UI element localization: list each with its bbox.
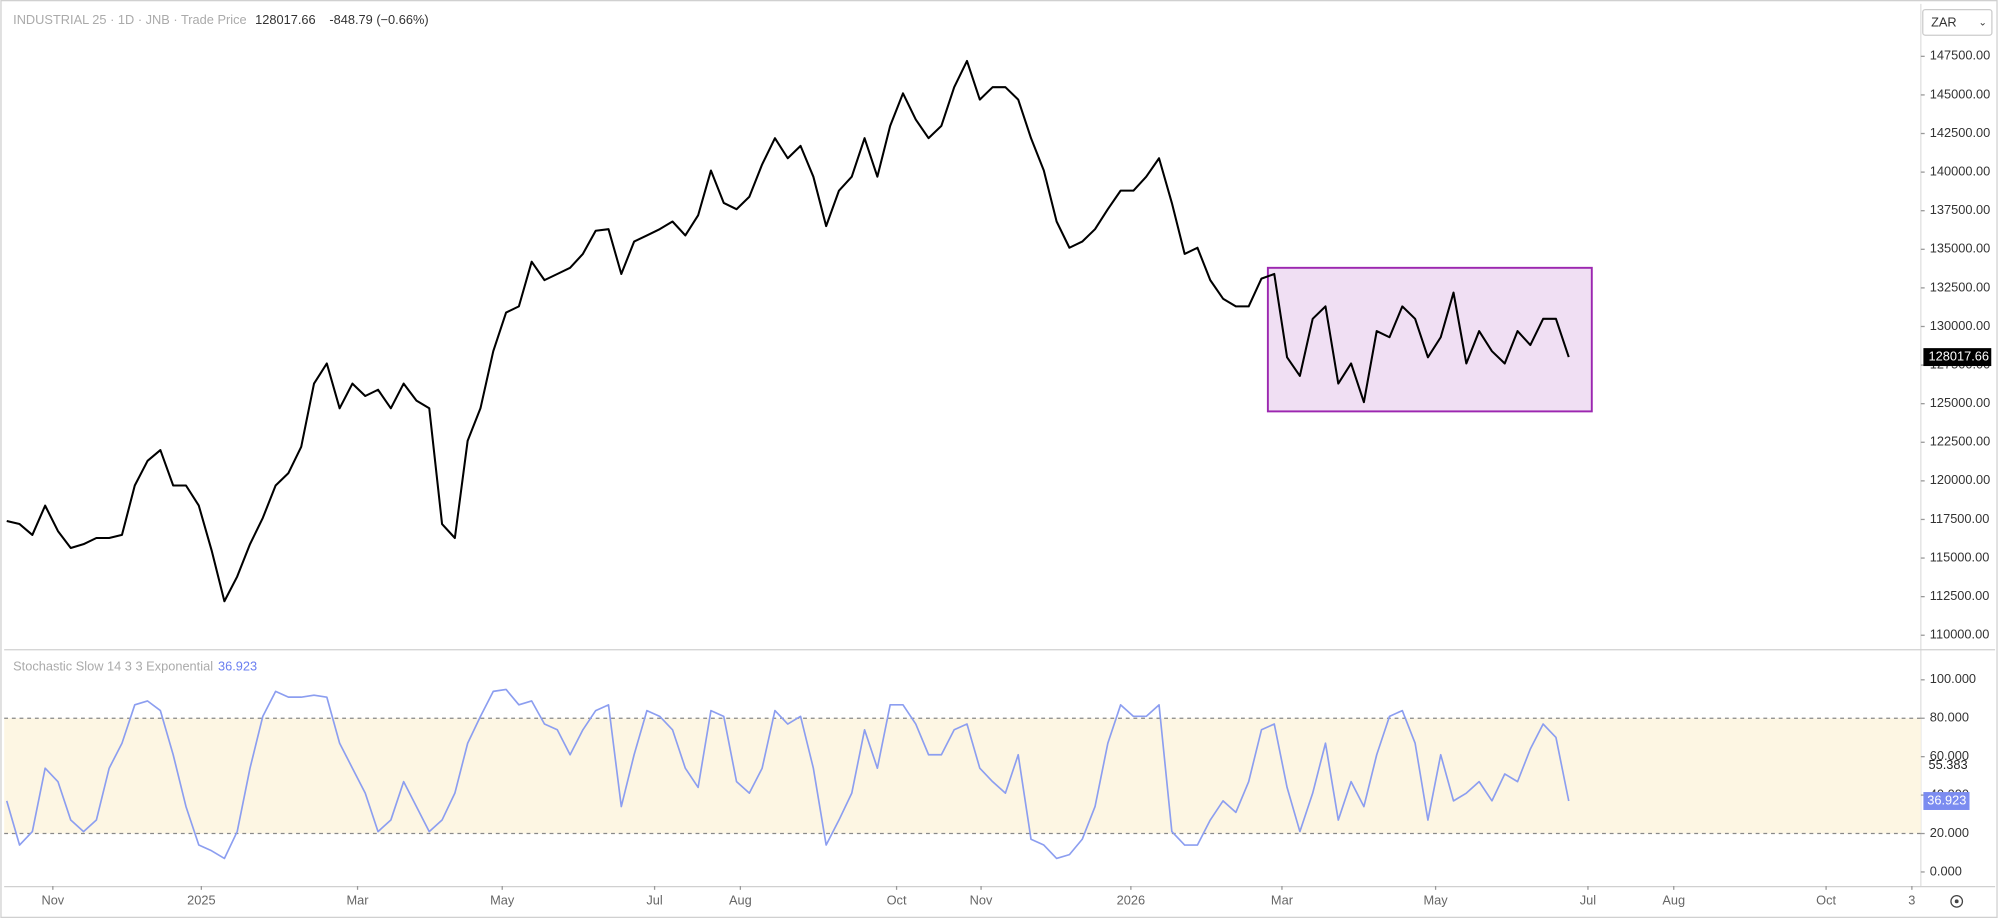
- y-tick-label: 147500.00: [1930, 48, 1991, 63]
- x-tick-label: Jul: [646, 893, 662, 908]
- y-tick-label: 135000.00: [1930, 241, 1991, 256]
- y-tick-label: 110000.00: [1930, 627, 1990, 642]
- x-tick-label: Aug: [729, 893, 752, 908]
- indicator-title: Stochastic Slow 14 3 3 Exponential: [13, 658, 213, 673]
- price-change: -848.79 (−0.66%): [329, 12, 428, 27]
- y-tick-label: 117500.00: [1930, 511, 1990, 526]
- x-tick-label: Nov: [41, 893, 64, 908]
- x-tick-label: 2025: [187, 893, 215, 908]
- x-tick-label: May: [490, 893, 515, 908]
- price-line: [5, 688, 1570, 860]
- y-tick-label: 112500.00: [1930, 588, 1990, 603]
- k-value-tag-label: 36.923: [1927, 792, 1966, 807]
- y-tick-label: 120000.00: [1930, 472, 1991, 487]
- y-tick-label: 140000.00: [1930, 163, 1991, 178]
- y-tick-label: 137500.00: [1930, 202, 1991, 217]
- y-tick-label: 145000.00: [1930, 86, 1991, 101]
- currency-select[interactable]: [1922, 8, 1993, 36]
- x-tick-label: 2026: [1117, 893, 1145, 908]
- x-tick-label: Nov: [970, 893, 993, 908]
- y-tick-label: 0.000: [1930, 863, 1962, 878]
- settings-icon-dot[interactable]: [1954, 899, 1959, 904]
- x-tick-label: 3: [1908, 893, 1915, 908]
- y-tick-label: 115000.00: [1930, 549, 1990, 564]
- x-tick-label: Oct: [887, 893, 907, 908]
- y-tick-label: 142500.00: [1930, 125, 1991, 140]
- last-price: 128017.66: [255, 12, 316, 27]
- x-tick-label: Mar: [347, 893, 370, 908]
- currency-label[interactable]: ZAR: [1931, 14, 1957, 29]
- y-tick-label: 122500.00: [1930, 434, 1991, 449]
- range-box: [1266, 266, 1593, 413]
- last-price-tag: [1923, 348, 1992, 367]
- currency-caret[interactable]: ⌄: [1978, 18, 1987, 29]
- symbol-info: INDUSTRIAL 25 · 1D · JNB · Trade Price: [13, 12, 246, 27]
- y-tick-label: 125000.00: [1930, 395, 1991, 410]
- k-value-tag: [1923, 792, 1970, 810]
- d-value-label: 55.383: [1929, 757, 1968, 772]
- overbought-oversold-band: [4, 718, 1921, 834]
- y-tick-label: 132500.00: [1930, 279, 1991, 294]
- y-tick-label: 100.000: [1930, 671, 1976, 686]
- x-tick-label: Mar: [1271, 893, 1294, 908]
- indicator-value: 36.923: [218, 658, 257, 673]
- x-tick-label: May: [1424, 893, 1449, 908]
- x-tick-label: Aug: [1662, 893, 1685, 908]
- last-price-tag-label: 128017.66: [1929, 348, 1990, 363]
- y-tick-label: 60.000: [1930, 748, 1969, 763]
- y-tick-label: 20.000: [1930, 825, 1969, 840]
- settings-icon[interactable]: [1950, 894, 1964, 908]
- price-line: [6, 59, 1570, 603]
- y-tick-label: 80.000: [1930, 710, 1969, 725]
- y-tick-label: 130000.00: [1930, 318, 1991, 333]
- x-tick-label: Jul: [1580, 893, 1596, 908]
- x-tick-label: Oct: [1816, 893, 1836, 908]
